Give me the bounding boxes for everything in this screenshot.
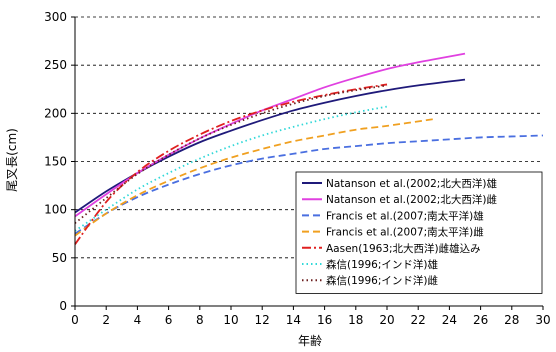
x-tick-labels: 0 2 4 6 8 10 12 14 16 18 20 22 24 26 28 30 xyxy=(71,313,550,327)
x-tick-label: 2 xyxy=(102,313,110,327)
legend-label: Aasen(1963;北大西洋)雌雄込み xyxy=(326,242,481,255)
series-line xyxy=(74,84,388,224)
x-tick-label: 30 xyxy=(535,313,550,327)
y-tick-label: 300 xyxy=(44,10,67,24)
x-tick-label: 0 xyxy=(71,313,79,327)
x-tick-label: 28 xyxy=(504,313,519,327)
y-tick-label: 250 xyxy=(44,58,67,72)
legend-label: 森信(1996;インド洋)雄 xyxy=(326,258,438,271)
x-tick-label: 12 xyxy=(255,313,270,327)
x-tick-label: 8 xyxy=(196,313,204,327)
y-tick-label: 100 xyxy=(44,203,67,217)
x-tick-label: 24 xyxy=(442,313,457,327)
x-tick-label: 22 xyxy=(411,313,426,327)
series-curves xyxy=(74,52,544,245)
legend-label: Francis et al.(2007;南太平洋)雄 xyxy=(326,209,484,222)
x-tick-label: 10 xyxy=(223,313,238,327)
legend-label: Natanson et al.(2002;北大西洋)雄 xyxy=(326,177,497,190)
x-axis-title: 年齢 xyxy=(298,333,322,348)
series-line xyxy=(74,134,544,235)
x-tick-label: 18 xyxy=(348,313,363,327)
legend-label: Natanson et al.(2002;北大西洋)雌 xyxy=(326,193,497,206)
x-tick-label: 20 xyxy=(379,313,394,327)
y-tick-label: 150 xyxy=(44,155,67,169)
x-tick-label: 14 xyxy=(286,313,301,327)
y-axis-title: 尾叉長(cm) xyxy=(5,128,19,192)
legend: Natanson et al.(2002;北大西洋)雄 Natanson et a… xyxy=(295,171,543,294)
x-tick-label: 6 xyxy=(165,313,173,327)
x-tick-label: 16 xyxy=(317,313,332,327)
y-tick-label: 50 xyxy=(52,251,67,265)
series-line xyxy=(74,52,466,218)
y-tick-label: 0 xyxy=(59,299,67,313)
y-tick-labels: 0 50 100 150 200 250 300 xyxy=(44,10,67,313)
x-tick-label: 4 xyxy=(134,313,142,327)
x-tick-label: 26 xyxy=(473,313,488,327)
legend-label: Francis et al.(2007;南太平洋)雌 xyxy=(326,226,484,239)
series-line xyxy=(74,118,434,237)
series-line xyxy=(74,105,388,232)
legend-box xyxy=(295,171,543,294)
y-tick-label: 200 xyxy=(44,106,67,120)
legend-label: 森信(1996;インド洋)雌 xyxy=(326,274,438,287)
axes xyxy=(71,16,544,310)
